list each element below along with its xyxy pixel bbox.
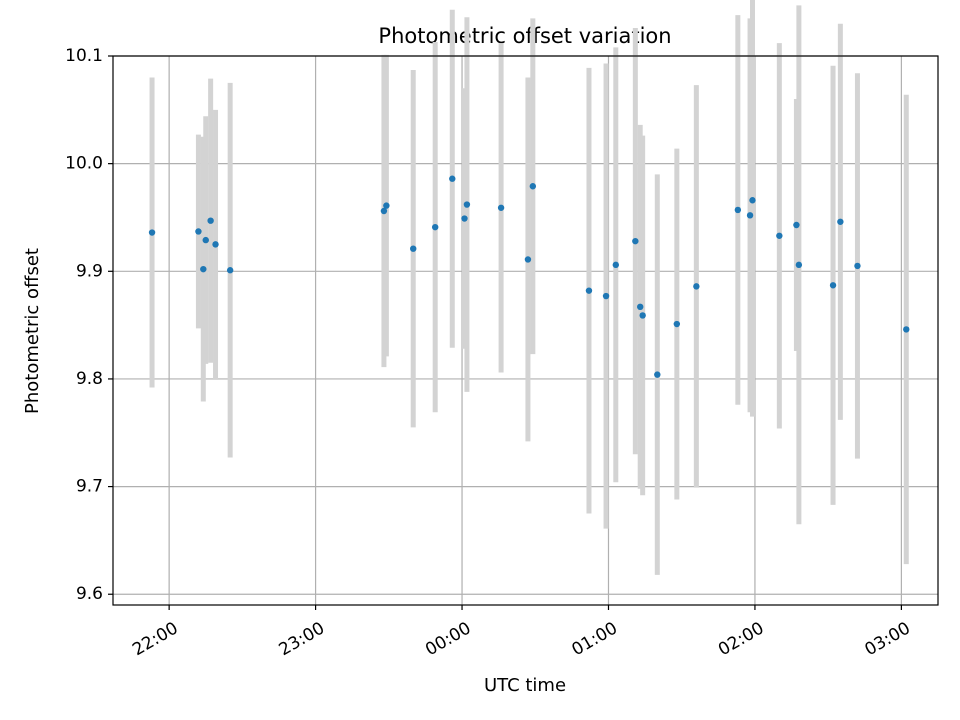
data-point [746,212,754,219]
chart-title: Photometric offset variation [378,24,671,48]
data-point [463,201,471,208]
data-point [226,267,234,274]
data-point [632,237,639,245]
data-point [461,215,468,222]
y-axis-title: Photometric offset [22,248,43,414]
data-point [410,245,417,252]
data-point [795,261,803,269]
y-tick-label: 9.7 [76,477,103,497]
data-point [693,283,700,290]
data-point [654,371,661,378]
data-point [639,312,646,319]
data-point [212,241,219,248]
data-point [837,218,844,225]
plot-frame [112,55,939,606]
data-point [497,204,505,211]
data-point [793,221,800,229]
data-point [612,261,620,269]
data-point [602,292,610,300]
data-point [776,232,783,239]
data-point [854,262,861,270]
data-point [524,256,532,263]
y-tick-label: 10.1 [65,46,103,66]
data-point [202,236,209,244]
y-axis: 9.6 9.7 9.8 9.9 10.0 10.1 [65,46,113,604]
data-point [829,282,837,289]
data-point [383,202,390,209]
data-point [431,223,439,231]
data-point [734,206,742,214]
data-point [673,320,681,328]
data-point [529,183,537,190]
data-point [200,265,207,273]
y-tick-label: 9.8 [76,369,103,389]
data-point [195,228,202,235]
data-point [585,287,593,294]
data-point [148,229,156,236]
data-point [380,207,388,215]
y-tick-label: 9.6 [76,584,103,604]
y-tick-label: 10.0 [65,154,103,174]
data-point [749,197,756,204]
data-point [637,303,644,311]
data-point [449,175,456,182]
x-axis-title: UTC time [484,675,566,696]
data-point [903,326,910,333]
y-tick-label: 9.9 [76,261,103,281]
data-points [148,175,910,378]
data-point [207,217,214,224]
